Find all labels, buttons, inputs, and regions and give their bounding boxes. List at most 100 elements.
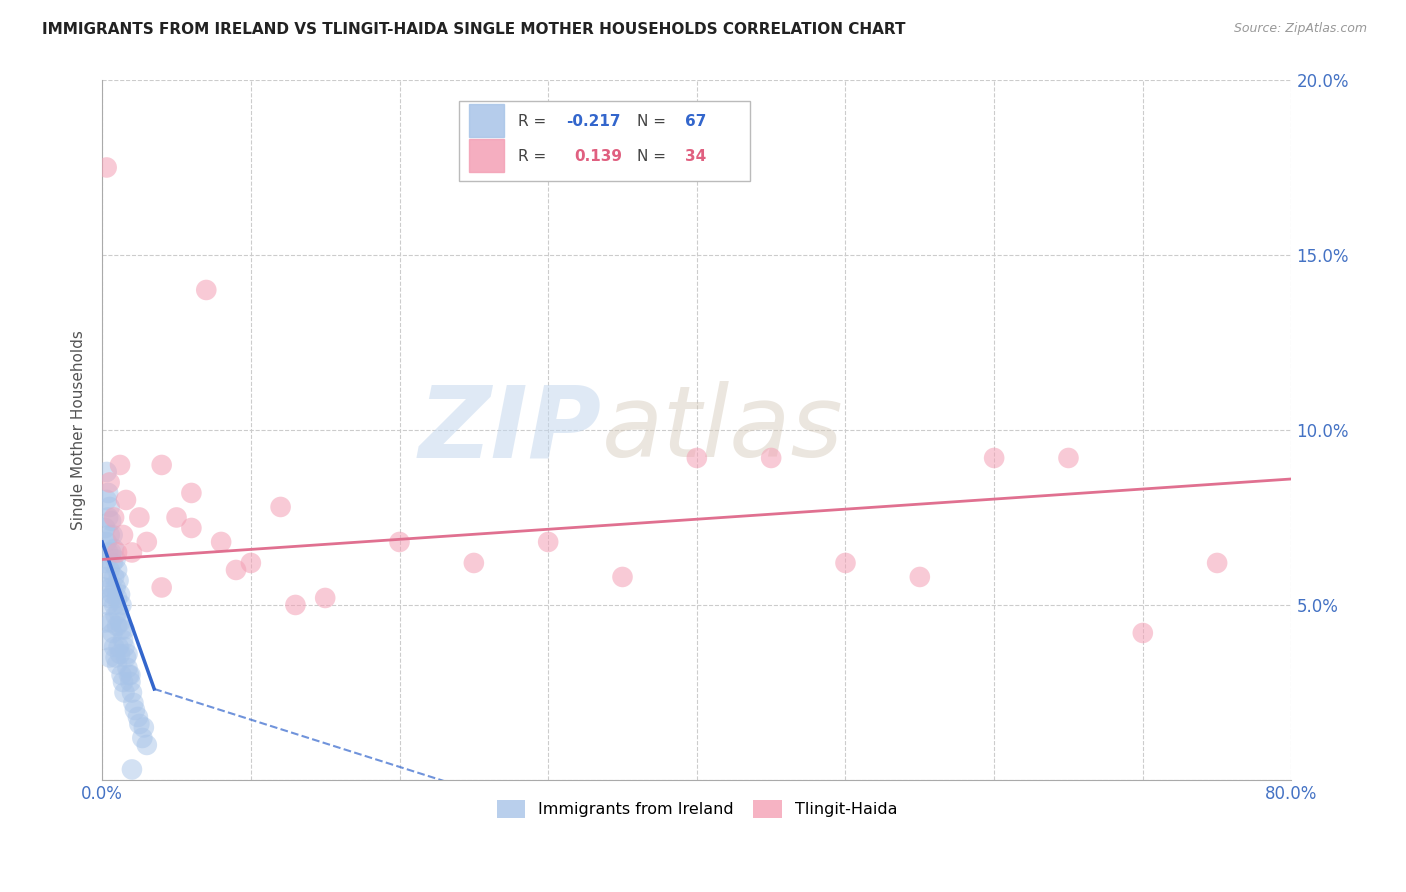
Point	[908, 570, 931, 584]
Point	[314, 591, 336, 605]
Point	[96, 465, 118, 479]
Point	[463, 556, 485, 570]
Point	[93, 581, 115, 595]
Point	[100, 581, 122, 595]
Point	[110, 598, 132, 612]
Point	[1057, 450, 1080, 465]
Point	[121, 685, 143, 699]
Point	[114, 623, 136, 637]
Point	[114, 685, 136, 699]
Point	[1132, 626, 1154, 640]
Point	[97, 545, 120, 559]
Point	[96, 535, 118, 549]
FancyBboxPatch shape	[458, 101, 751, 181]
Point	[101, 626, 124, 640]
Point	[124, 703, 146, 717]
Point	[103, 598, 125, 612]
Point	[98, 650, 121, 665]
Point	[104, 650, 127, 665]
Point	[135, 738, 157, 752]
Point	[105, 657, 128, 672]
Point	[94, 615, 117, 630]
Text: R =: R =	[519, 150, 557, 164]
Bar	[468, 139, 505, 172]
Text: atlas: atlas	[602, 382, 844, 478]
Point	[117, 661, 139, 675]
Point	[284, 598, 307, 612]
Point	[97, 510, 120, 524]
Point	[105, 563, 128, 577]
Point	[105, 545, 128, 559]
Point	[128, 510, 150, 524]
Point	[120, 675, 142, 690]
Point	[110, 623, 132, 637]
Point	[983, 450, 1005, 465]
Point	[121, 763, 143, 777]
Point	[1206, 556, 1229, 570]
Point	[96, 161, 118, 175]
Text: ZIP: ZIP	[419, 382, 602, 478]
Point	[98, 563, 121, 577]
Point	[195, 283, 218, 297]
Point	[103, 640, 125, 654]
Text: 0.139: 0.139	[574, 150, 623, 164]
Text: IMMIGRANTS FROM IRELAND VS TLINGIT-HAIDA SINGLE MOTHER HOUSEHOLDS CORRELATION CH: IMMIGRANTS FROM IRELAND VS TLINGIT-HAIDA…	[42, 22, 905, 37]
Point	[103, 510, 125, 524]
Point	[225, 563, 247, 577]
Point	[94, 556, 117, 570]
Point	[107, 605, 129, 619]
Point	[108, 458, 131, 472]
Point	[759, 450, 782, 465]
Point	[127, 710, 149, 724]
Point	[97, 598, 120, 612]
Point	[111, 528, 134, 542]
Bar	[468, 103, 505, 137]
Point	[686, 450, 709, 465]
Point	[97, 486, 120, 500]
Point	[150, 581, 173, 595]
Point	[101, 556, 124, 570]
Text: 34: 34	[685, 150, 706, 164]
Point	[105, 591, 128, 605]
Point	[180, 486, 202, 500]
Legend: Immigrants from Ireland, Tlingit-Haida: Immigrants from Ireland, Tlingit-Haida	[491, 793, 904, 824]
Text: N =: N =	[637, 114, 671, 129]
Point	[98, 528, 121, 542]
Point	[135, 535, 157, 549]
Point	[122, 696, 145, 710]
Point	[209, 535, 232, 549]
Text: R =: R =	[519, 114, 551, 129]
Point	[121, 545, 143, 559]
Text: -0.217: -0.217	[567, 114, 620, 129]
Point	[100, 514, 122, 528]
Point	[270, 500, 292, 514]
Point	[239, 556, 262, 570]
Text: N =: N =	[637, 150, 671, 164]
Point	[101, 528, 124, 542]
Point	[96, 632, 118, 647]
Point	[98, 500, 121, 514]
Point	[100, 615, 122, 630]
Point	[96, 570, 118, 584]
Point	[98, 475, 121, 490]
Point	[132, 721, 155, 735]
Point	[120, 668, 142, 682]
Point	[96, 492, 118, 507]
Point	[131, 731, 153, 745]
Point	[180, 521, 202, 535]
Point	[114, 640, 136, 654]
Y-axis label: Single Mother Households: Single Mother Households	[72, 330, 86, 530]
Point	[107, 640, 129, 654]
Point	[612, 570, 634, 584]
Point	[118, 668, 141, 682]
Point	[110, 668, 132, 682]
Point	[166, 510, 188, 524]
Point	[388, 535, 411, 549]
Point	[128, 717, 150, 731]
Point	[107, 574, 129, 588]
Point	[115, 492, 138, 507]
Point	[108, 615, 131, 630]
Point	[104, 608, 127, 623]
Text: Source: ZipAtlas.com: Source: ZipAtlas.com	[1233, 22, 1367, 36]
Point	[104, 552, 127, 566]
